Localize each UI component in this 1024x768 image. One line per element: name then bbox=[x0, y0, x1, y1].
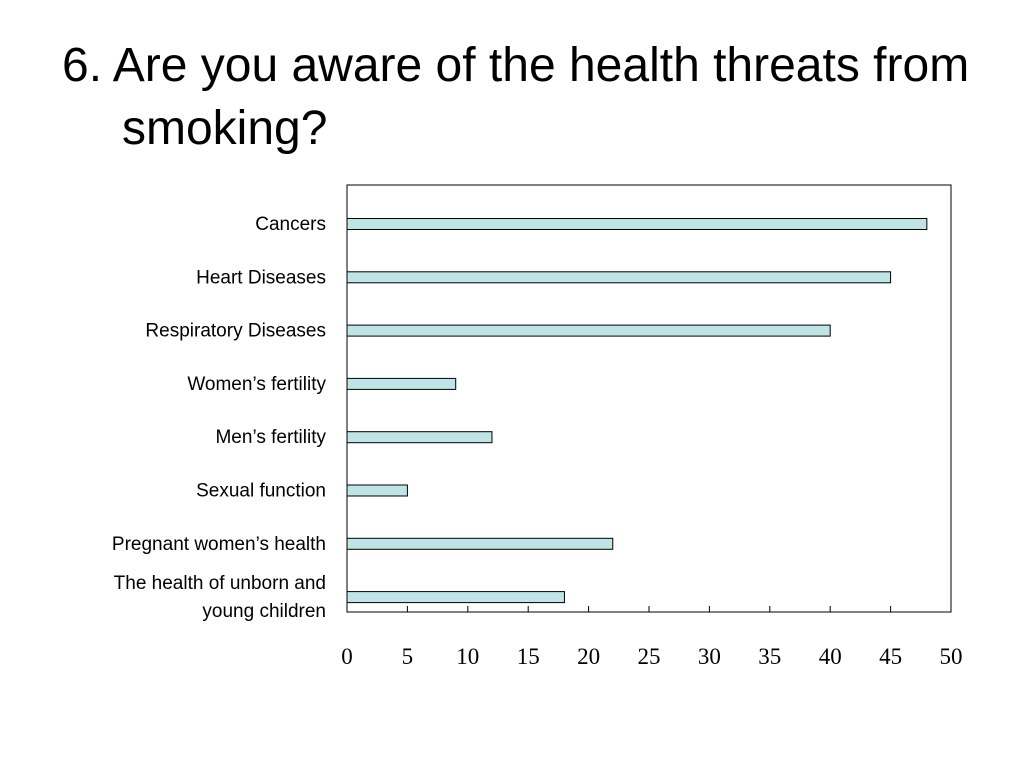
category-label: The health of unborn and young children bbox=[114, 573, 326, 622]
x-tick-label: 45 bbox=[879, 644, 902, 669]
bar bbox=[346, 591, 565, 604]
slide-title: 6. Are you aware of the health threats f… bbox=[62, 39, 970, 156]
x-tick-label: 25 bbox=[638, 644, 661, 669]
category-label: Pregnant women’s health bbox=[112, 534, 326, 555]
x-tick-label: 10 bbox=[456, 644, 479, 669]
category-label: Respiratory Diseases bbox=[145, 321, 326, 342]
bar bbox=[346, 271, 892, 284]
category-label: Heart Diseases bbox=[196, 267, 326, 288]
bar bbox=[346, 484, 408, 497]
x-tick-label: 40 bbox=[819, 644, 842, 669]
bar bbox=[346, 431, 493, 444]
category-label: Women’s fertility bbox=[187, 374, 326, 395]
x-tick-label: 50 bbox=[940, 644, 963, 669]
bar bbox=[346, 377, 457, 390]
x-tick-label: 35 bbox=[758, 644, 781, 669]
category-label: Men’s fertility bbox=[215, 427, 326, 448]
x-tick-label: 15 bbox=[517, 644, 540, 669]
category-label: Cancers bbox=[255, 214, 326, 235]
bar bbox=[346, 537, 614, 550]
x-tick-label: 20 bbox=[577, 644, 600, 669]
bar bbox=[346, 218, 928, 230]
x-tick-label: 0 bbox=[341, 644, 353, 669]
category-label: Sexual function bbox=[196, 481, 326, 502]
x-tick-label: 5 bbox=[402, 644, 414, 669]
x-tick-label: 30 bbox=[698, 644, 721, 669]
bar bbox=[346, 324, 831, 337]
